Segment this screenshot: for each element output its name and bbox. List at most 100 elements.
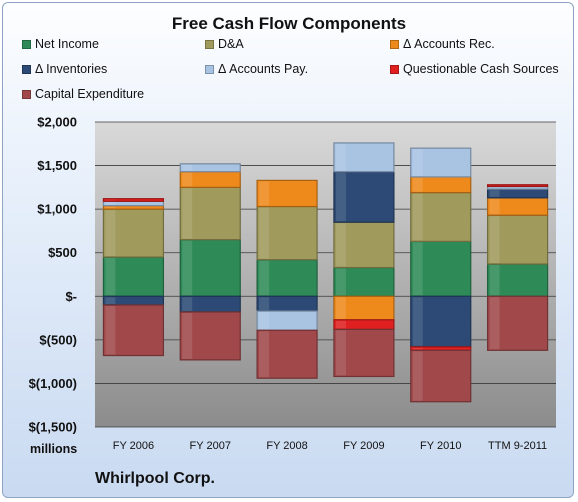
bar-segment-sheen <box>105 210 116 257</box>
bar-segment-sheen <box>335 268 346 296</box>
y-tick-label: $1,500 <box>37 158 77 173</box>
bar-segment-sheen <box>182 188 193 239</box>
legend-item: Net Income <box>22 37 99 51</box>
bar-segment <box>486 184 549 188</box>
bar-segment <box>410 349 472 403</box>
chart-title: Free Cash Flow Components <box>171 14 407 33</box>
bar-segment <box>179 239 241 297</box>
bar-segment-sheen <box>489 198 500 215</box>
bar-segment <box>333 266 395 297</box>
bar-segment <box>102 198 165 202</box>
plot-area <box>95 122 556 427</box>
legend-item: Capital Expenditure <box>22 87 144 101</box>
bar-segment-sheen <box>335 330 346 376</box>
y-tick-label: $(500) <box>39 332 77 347</box>
legend-swatch <box>205 64 214 74</box>
bar-segment <box>102 304 165 357</box>
legend-swatch <box>22 64 31 74</box>
bar-segment-sheen <box>182 240 193 296</box>
bar-segment <box>256 179 318 208</box>
bar-segment-sheen <box>259 260 270 296</box>
y-tick-label: $1,000 <box>37 202 77 217</box>
bar-segment-sheen <box>489 297 500 350</box>
y-tick-label: $- <box>65 289 77 304</box>
bar-segment-sheen <box>105 306 116 355</box>
bar-segment-sheen <box>182 172 193 187</box>
bar-segment-sheen <box>412 149 423 176</box>
bar-segment-sheen <box>412 351 423 401</box>
legend-label: D&A <box>218 37 244 51</box>
legend-label: Δ Inventories <box>35 62 108 76</box>
bar-segment <box>486 295 549 351</box>
legend-swatch <box>22 89 31 99</box>
bar-segment <box>410 147 472 178</box>
bar-segment-sheen <box>335 320 346 329</box>
bar-segment <box>179 186 241 241</box>
bar-segment-sheen <box>489 190 500 197</box>
bar-segment-sheen <box>182 164 193 171</box>
bar-segment-sheen <box>412 347 423 350</box>
legend-swatch <box>390 39 399 49</box>
bar-segment <box>256 259 318 297</box>
bar-segment <box>179 163 241 173</box>
bar-segment-sheen <box>259 312 270 330</box>
legend-item: D&A <box>205 37 244 51</box>
bar-segment-sheen <box>259 297 270 311</box>
bar-segment-sheen <box>259 181 270 206</box>
bar-segment-sheen <box>489 265 500 296</box>
y-tick-label: $(1,000) <box>29 376 77 391</box>
bar-segment <box>256 329 318 379</box>
bar-segment-sheen <box>335 143 346 171</box>
legend-item: Δ Inventories <box>22 62 107 76</box>
bar-segment-sheen <box>259 331 270 378</box>
x-tick-label: TTM 9-2011 <box>488 440 547 452</box>
bar-segment-sheen <box>335 223 346 267</box>
x-tick-label: FY 2007 <box>190 440 231 452</box>
legend-swatch <box>205 39 214 49</box>
legend-swatch <box>390 64 399 74</box>
bar-segment <box>333 328 395 378</box>
bar-segment <box>410 295 472 348</box>
legend-item: Questionable Cash Sources <box>390 62 559 76</box>
legend-label: Δ Accounts Rec. <box>403 37 495 51</box>
bar-segment-sheen <box>105 258 116 296</box>
bar-segment-sheen <box>259 207 270 259</box>
bar-segment <box>102 208 165 258</box>
bar-segment-sheen <box>105 199 116 201</box>
legend-label: Net Income <box>35 37 99 51</box>
x-tick-label: FY 2006 <box>113 440 154 452</box>
legend-item: Δ Accounts Rec. <box>390 37 495 51</box>
y-tick-label: $500 <box>48 245 77 260</box>
legend-label: Questionable Cash Sources <box>403 62 559 76</box>
bar-segment-sheen <box>335 297 346 319</box>
bar-segment <box>410 191 472 242</box>
bar-segment-sheen <box>105 202 116 205</box>
x-tick-label: FY 2008 <box>266 440 307 452</box>
bar-segment-sheen <box>335 172 346 222</box>
bar-segment-sheen <box>105 206 116 209</box>
bar-segment <box>333 171 395 223</box>
company-name: Whirlpool Corp. <box>95 470 215 487</box>
bar-segment-sheen <box>412 297 423 346</box>
legend-label: Capital Expenditure <box>35 87 145 101</box>
bar-segment-sheen <box>412 242 423 296</box>
bar-segment-sheen <box>105 297 116 304</box>
bar-segment <box>333 142 395 173</box>
y-tick-label: $(1,500) <box>29 420 77 435</box>
bar-segment <box>102 256 165 297</box>
bar-segment-sheen <box>412 193 423 241</box>
bar-segment-sheen <box>182 297 193 311</box>
bar-segment-sheen <box>412 177 423 192</box>
bar-segment <box>256 205 318 261</box>
bar-segment <box>179 311 241 361</box>
units-label: millions <box>30 442 78 456</box>
x-tick-label: FY 2010 <box>420 440 461 452</box>
y-tick-label: $2,000 <box>37 115 77 130</box>
legend-swatch <box>22 39 31 49</box>
legend-item: Δ Accounts Pay. <box>205 62 308 76</box>
bar-segment <box>333 221 395 269</box>
bar-segment <box>486 214 549 265</box>
bar-segment-sheen <box>182 312 193 359</box>
legend-label: Δ Accounts Pay. <box>218 62 309 76</box>
